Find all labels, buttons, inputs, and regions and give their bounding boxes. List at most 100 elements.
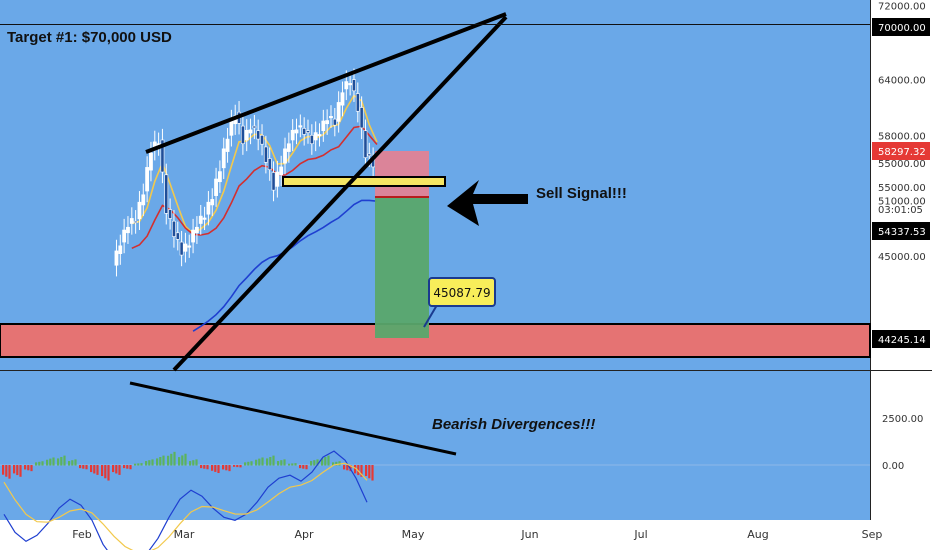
histogram-bar: [126, 465, 129, 469]
candle-body: [225, 138, 230, 152]
histogram-bar: [173, 451, 176, 466]
histogram-bar: [30, 465, 33, 472]
candle-body: [122, 229, 127, 243]
divergence-line: [129, 381, 457, 456]
candle-body: [175, 232, 180, 240]
histogram-bar: [222, 465, 225, 470]
price-tick-label: 72000.00: [878, 1, 926, 12]
histogram-bar: [343, 465, 346, 470]
histogram-bar: [236, 465, 239, 468]
candle-body: [244, 129, 249, 141]
histogram-bar: [192, 460, 195, 466]
price-tags: 70000.0058297.3255000.0003:01:0554337.53…: [872, 18, 930, 348]
candle-body: [306, 130, 310, 133]
time-tick-label: Feb: [72, 528, 91, 541]
indicator-tick-label: 0.00: [882, 461, 904, 472]
histogram-bar: [181, 455, 184, 466]
histogram-bar: [16, 465, 19, 476]
candle-body: [271, 172, 276, 191]
indicator-tick-label: 2500.00: [882, 414, 923, 425]
histogram-bar: [272, 455, 275, 466]
candle-body: [195, 226, 199, 234]
price-tick-label: 51000.00: [878, 196, 926, 207]
stop-loss-zone: [375, 151, 429, 197]
price-axis-bg: [870, 0, 932, 520]
candle-body: [359, 107, 364, 129]
histogram-bar: [8, 465, 11, 479]
histogram-bar: [63, 455, 66, 466]
bearish-divergence-label: Bearish Divergences!!!: [432, 416, 595, 433]
candle-body: [145, 167, 150, 192]
time-tick-label: Apr: [294, 528, 314, 541]
candle-body: [214, 178, 218, 196]
candle-body: [302, 128, 307, 135]
candle-body: [179, 241, 184, 256]
time-tick-label: Mar: [174, 528, 195, 541]
candle-body: [129, 218, 134, 224]
price-tag-bg: [872, 330, 930, 348]
candle-body: [183, 243, 188, 252]
entry-zone-bar: [282, 176, 446, 187]
histogram-bar: [200, 465, 203, 469]
candle-body: [260, 135, 264, 145]
candle-body: [298, 125, 303, 128]
candle-body: [217, 171, 222, 183]
histogram-bar: [269, 457, 272, 466]
histogram-bar: [239, 465, 242, 468]
histogram-bar: [294, 463, 297, 466]
histogram-bar: [214, 465, 217, 472]
histogram-bar: [101, 465, 104, 477]
histogram-bar: [203, 465, 206, 469]
histogram-bar: [19, 465, 22, 477]
histogram-bar: [137, 463, 140, 466]
candle-body: [149, 152, 153, 171]
sell-signal-arrow: [447, 180, 528, 226]
histogram-bar: [266, 458, 269, 466]
candle-body: [279, 166, 284, 176]
candle-body: [256, 130, 261, 140]
histogram-bar: [145, 461, 148, 466]
price-tag-label: 70000.00: [878, 23, 926, 34]
target-callout-pointer: [423, 304, 438, 328]
histogram-bar: [302, 465, 305, 469]
price-tag-bg: [872, 222, 930, 240]
histogram-bar: [90, 465, 93, 473]
target-callout-box: [428, 277, 496, 307]
candle-body: [352, 79, 356, 92]
candle-body: [317, 134, 322, 137]
histogram-bar: [354, 465, 357, 474]
histogram-bar: [104, 465, 107, 479]
candle-body: [252, 125, 257, 129]
histogram-bar: [129, 465, 132, 470]
histogram-bar: [167, 455, 170, 466]
candle-body: [160, 139, 165, 173]
time-tick-label: Jun: [520, 528, 538, 541]
candle-body: [321, 120, 326, 132]
histogram-bar: [49, 458, 52, 466]
histogram-bar: [162, 455, 165, 466]
histogram-bar: [184, 453, 187, 466]
candle-body: [332, 118, 337, 126]
candle-body: [283, 148, 287, 164]
candle-body: [172, 220, 176, 237]
candle-body: [137, 201, 142, 220]
histogram-bar: [360, 465, 363, 477]
candle-body: [294, 129, 299, 134]
support-zone: [0, 323, 871, 358]
price-tick-label: 45000.00: [878, 252, 926, 263]
candle-body: [355, 93, 360, 112]
candle-body: [267, 158, 272, 170]
histogram-bar: [195, 459, 198, 466]
candle-body: [206, 201, 211, 215]
candle-body: [164, 174, 169, 214]
histogram-bar: [5, 465, 8, 477]
indicator-axis: 2500.00 0.00: [882, 414, 923, 472]
histogram-bar: [115, 465, 118, 474]
histogram-bar: [206, 465, 209, 470]
histogram-bar: [321, 458, 324, 466]
target-callout-text: 45087.79: [433, 286, 490, 300]
indicator-pane-bg: [0, 371, 870, 520]
histogram-bar: [338, 461, 341, 466]
histogram-bar: [24, 465, 27, 470]
histogram-bar: [250, 461, 253, 466]
